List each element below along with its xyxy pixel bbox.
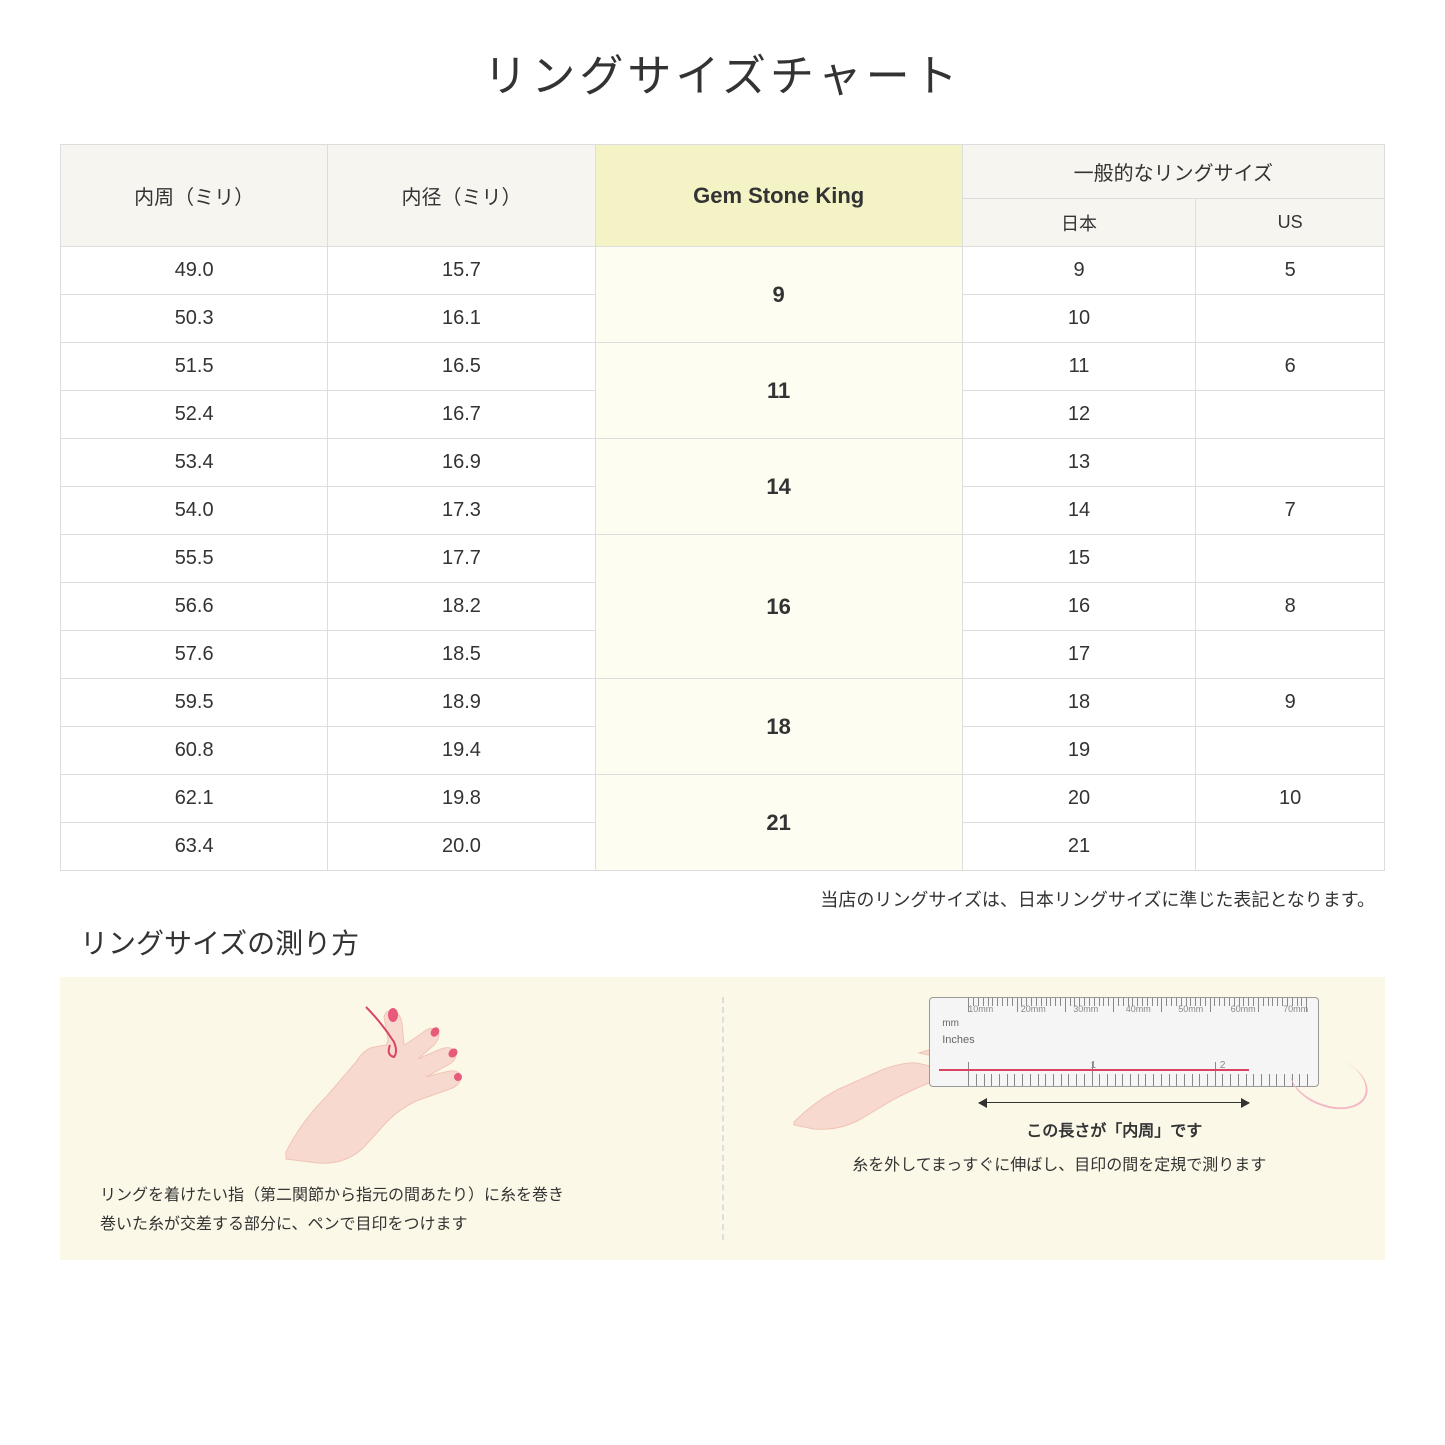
cell-diameter: 18.5 — [328, 631, 595, 679]
cell-us-size: 5 — [1196, 247, 1385, 295]
cell-japan-size: 13 — [962, 439, 1196, 487]
cell-japan-size: 9 — [962, 247, 1196, 295]
panel-divider — [722, 997, 724, 1240]
howto-left-panel: リングを着けたい指（第二関節から指元の間あたり）に糸を巻き 巻いた糸が交差する部… — [80, 997, 692, 1240]
cell-japan-size: 17 — [962, 631, 1196, 679]
cell-circumference: 55.5 — [61, 535, 328, 583]
cell-gemstone-size: 21 — [595, 775, 962, 871]
cell-circumference: 57.6 — [61, 631, 328, 679]
cell-circumference: 53.4 — [61, 439, 328, 487]
cell-circumference: 54.0 — [61, 487, 328, 535]
table-row: 62.119.8212010 — [61, 775, 1385, 823]
ruler-illustration: mm Inches 10mm20mm30mm40mm50mm60mm70mm 1… — [799, 997, 1319, 1137]
cell-japan-size: 12 — [962, 391, 1196, 439]
cell-japan-size: 11 — [962, 343, 1196, 391]
cell-us-size: 6 — [1196, 343, 1385, 391]
measurement-arrow-icon — [979, 1102, 1249, 1103]
cell-diameter: 18.9 — [328, 679, 595, 727]
cell-diameter: 20.0 — [328, 823, 595, 871]
cell-japan-size: 20 — [962, 775, 1196, 823]
page-title: リングサイズチャート — [60, 40, 1385, 104]
cell-diameter: 17.3 — [328, 487, 595, 535]
howto-left-caption: リングを着けたい指（第二関節から指元の間あたり）に糸を巻き 巻いた糸が交差する部… — [80, 1182, 692, 1240]
cell-us-size — [1196, 391, 1385, 439]
cell-gemstone-size: 9 — [595, 247, 962, 343]
cell-circumference: 63.4 — [61, 823, 328, 871]
note-text: 当店のリングサイズは、日本リングサイズに準じた表記となります。 — [60, 886, 1385, 912]
cell-japan-size: 15 — [962, 535, 1196, 583]
cell-us-size: 8 — [1196, 583, 1385, 631]
table-row: 51.516.511116 — [61, 343, 1385, 391]
header-us: US — [1196, 199, 1385, 247]
cell-us-size: 7 — [1196, 487, 1385, 535]
ruler-mm-label: mm — [942, 1018, 959, 1029]
cell-circumference: 52.4 — [61, 391, 328, 439]
howto-right-caption: 糸を外してまっすぐに伸ばし、目印の間を定規で測ります — [754, 1152, 1366, 1181]
cell-us-size: 9 — [1196, 679, 1385, 727]
cell-circumference: 50.3 — [61, 295, 328, 343]
table-row: 59.518.918189 — [61, 679, 1385, 727]
header-general: 一般的なリングサイズ — [962, 145, 1384, 199]
cell-japan-size: 19 — [962, 727, 1196, 775]
cell-us-size — [1196, 823, 1385, 871]
header-circumference: 内周（ミリ） — [61, 145, 328, 247]
cell-circumference: 60.8 — [61, 727, 328, 775]
cell-us-size — [1196, 535, 1385, 583]
thread-line-icon — [939, 1069, 1249, 1071]
cell-circumference: 51.5 — [61, 343, 328, 391]
cell-circumference: 59.5 — [61, 679, 328, 727]
ruler-inches-label: Inches — [942, 1034, 974, 1046]
cell-us-size: 10 — [1196, 775, 1385, 823]
cell-diameter: 16.7 — [328, 391, 595, 439]
cell-diameter: 18.2 — [328, 583, 595, 631]
cell-japan-size: 16 — [962, 583, 1196, 631]
table-row: 49.015.7995 — [61, 247, 1385, 295]
cell-us-size — [1196, 439, 1385, 487]
cell-gemstone-size: 16 — [595, 535, 962, 679]
cell-diameter: 16.5 — [328, 343, 595, 391]
header-japan: 日本 — [962, 199, 1196, 247]
howto-right-panel: mm Inches 10mm20mm30mm40mm50mm60mm70mm 1… — [754, 997, 1366, 1240]
cell-circumference: 62.1 — [61, 775, 328, 823]
cell-circumference: 56.6 — [61, 583, 328, 631]
cell-circumference: 49.0 — [61, 247, 328, 295]
cell-japan-size: 21 — [962, 823, 1196, 871]
cell-japan-size: 14 — [962, 487, 1196, 535]
header-gemstone: Gem Stone King — [595, 145, 962, 247]
ruler-icon: mm Inches 10mm20mm30mm40mm50mm60mm70mm 1… — [929, 997, 1319, 1087]
table-row: 55.517.71615 — [61, 535, 1385, 583]
cell-gemstone-size: 14 — [595, 439, 962, 535]
cell-diameter: 15.7 — [328, 247, 595, 295]
header-diameter: 内径（ミリ） — [328, 145, 595, 247]
size-chart-table: 内周（ミリ） 内径（ミリ） Gem Stone King 一般的なリングサイズ … — [60, 144, 1385, 871]
hand-with-thread-illustration — [246, 997, 526, 1167]
cell-gemstone-size: 11 — [595, 343, 962, 439]
cell-japan-size: 10 — [962, 295, 1196, 343]
cell-us-size — [1196, 295, 1385, 343]
cell-diameter: 19.4 — [328, 727, 595, 775]
arrow-label: この長さが「内周」です — [979, 1117, 1249, 1141]
cell-diameter: 19.8 — [328, 775, 595, 823]
table-row: 53.416.91413 — [61, 439, 1385, 487]
cell-diameter: 16.1 — [328, 295, 595, 343]
cell-us-size — [1196, 727, 1385, 775]
cell-gemstone-size: 18 — [595, 679, 962, 775]
howto-title: リングサイズの測り方 — [80, 922, 1385, 962]
cell-us-size — [1196, 631, 1385, 679]
howto-section: リングを着けたい指（第二関節から指元の間あたり）に糸を巻き 巻いた糸が交差する部… — [60, 977, 1385, 1260]
cell-japan-size: 18 — [962, 679, 1196, 727]
cell-diameter: 16.9 — [328, 439, 595, 487]
cell-diameter: 17.7 — [328, 535, 595, 583]
